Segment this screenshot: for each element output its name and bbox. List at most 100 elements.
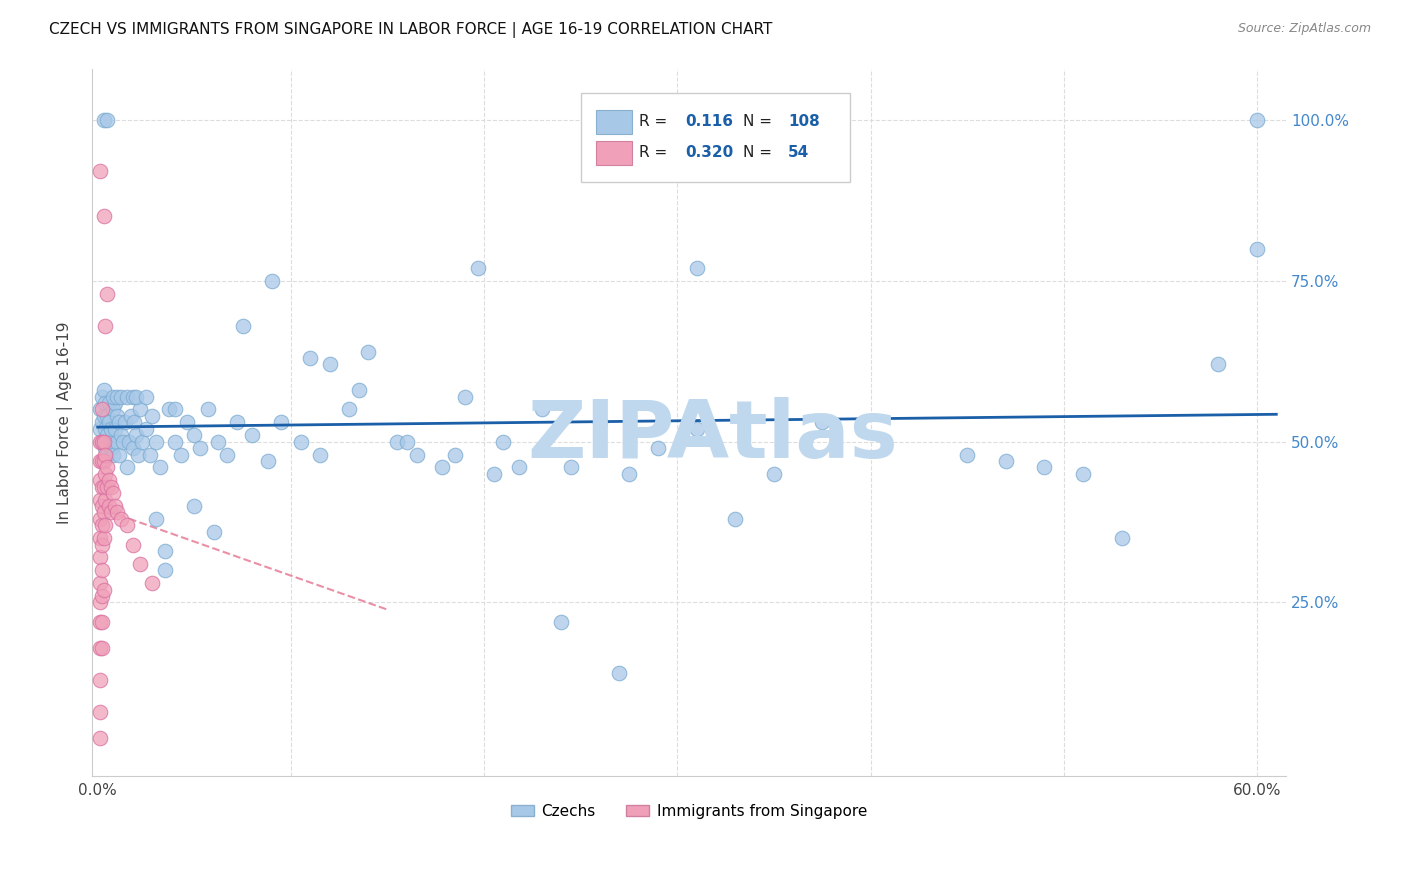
Point	[309, 448, 332, 462]
Point	[110, 512, 132, 526]
Point	[260, 274, 283, 288]
Point	[89, 422, 111, 436]
Point	[454, 390, 477, 404]
Bar	[596, 141, 631, 166]
Point	[135, 422, 157, 436]
Point	[105, 390, 128, 404]
Point	[90, 615, 112, 629]
Point	[90, 402, 112, 417]
Point	[104, 499, 127, 513]
Point	[89, 512, 111, 526]
Point	[101, 390, 124, 404]
Point	[89, 705, 111, 719]
Point	[89, 673, 111, 687]
Point	[163, 434, 186, 449]
Point	[89, 550, 111, 565]
Point	[188, 441, 211, 455]
Point	[395, 434, 418, 449]
Point	[105, 434, 128, 449]
Point	[157, 402, 180, 417]
Point	[89, 434, 111, 449]
Point	[811, 415, 834, 429]
Point	[94, 422, 117, 436]
Point	[139, 448, 162, 462]
Y-axis label: In Labor Force | Age 16-19: In Labor Force | Age 16-19	[58, 321, 73, 524]
Point	[225, 415, 247, 429]
Point	[550, 615, 572, 629]
Legend: Czechs, Immigrants from Singapore: Czechs, Immigrants from Singapore	[505, 798, 873, 825]
Point	[1246, 113, 1268, 128]
Point	[89, 164, 111, 178]
Point	[232, 318, 254, 333]
Point	[121, 390, 143, 404]
Point	[617, 467, 640, 481]
Point	[100, 422, 122, 436]
Point	[108, 448, 131, 462]
Point	[90, 480, 112, 494]
Point	[100, 505, 122, 519]
FancyBboxPatch shape	[582, 94, 851, 182]
Point	[89, 473, 111, 487]
Point	[96, 480, 118, 494]
Text: ZIPAtlas: ZIPAtlas	[527, 398, 898, 475]
Point	[89, 615, 111, 629]
Point	[270, 415, 292, 429]
Text: 108: 108	[787, 114, 820, 129]
Point	[93, 383, 115, 397]
Text: R =: R =	[638, 145, 666, 161]
Point	[299, 351, 322, 365]
Point	[141, 576, 163, 591]
Point	[129, 402, 152, 417]
Point	[405, 448, 427, 462]
Text: CZECH VS IMMIGRANTS FROM SINGAPORE IN LABOR FORCE | AGE 16-19 CORRELATION CHART: CZECH VS IMMIGRANTS FROM SINGAPORE IN LA…	[49, 22, 772, 38]
Point	[110, 390, 132, 404]
Point	[94, 448, 117, 462]
Point	[207, 434, 229, 449]
Point	[589, 415, 612, 429]
Point	[256, 454, 278, 468]
Point	[94, 441, 117, 455]
Point	[96, 448, 118, 462]
Point	[155, 544, 177, 558]
Point	[1071, 467, 1094, 481]
Point	[93, 531, 115, 545]
Point	[240, 428, 263, 442]
Point	[609, 666, 631, 681]
Point	[90, 415, 112, 429]
Point	[93, 409, 115, 423]
Point	[121, 538, 143, 552]
Text: R =: R =	[638, 114, 666, 129]
Point	[560, 460, 582, 475]
Point	[90, 518, 112, 533]
Point	[125, 390, 148, 404]
Point	[1033, 460, 1056, 475]
Point	[724, 512, 747, 526]
Point	[93, 505, 115, 519]
Point	[176, 415, 198, 429]
Point	[183, 428, 205, 442]
Point	[98, 434, 121, 449]
Point	[101, 402, 124, 417]
Point	[467, 260, 489, 275]
Point	[89, 531, 111, 545]
Point	[492, 434, 515, 449]
Point	[89, 402, 111, 417]
Point	[96, 409, 118, 423]
Point	[202, 524, 225, 539]
Point	[96, 286, 118, 301]
Point	[94, 396, 117, 410]
Point	[98, 396, 121, 410]
Point	[115, 390, 138, 404]
Point	[90, 640, 112, 655]
Point	[1208, 358, 1230, 372]
Point	[163, 402, 186, 417]
Point	[170, 448, 193, 462]
Point	[482, 467, 505, 481]
Point	[89, 576, 111, 591]
Point	[685, 422, 707, 436]
Point	[89, 640, 111, 655]
Point	[647, 441, 669, 455]
Point	[318, 358, 340, 372]
Point	[98, 473, 121, 487]
Point	[183, 499, 205, 513]
